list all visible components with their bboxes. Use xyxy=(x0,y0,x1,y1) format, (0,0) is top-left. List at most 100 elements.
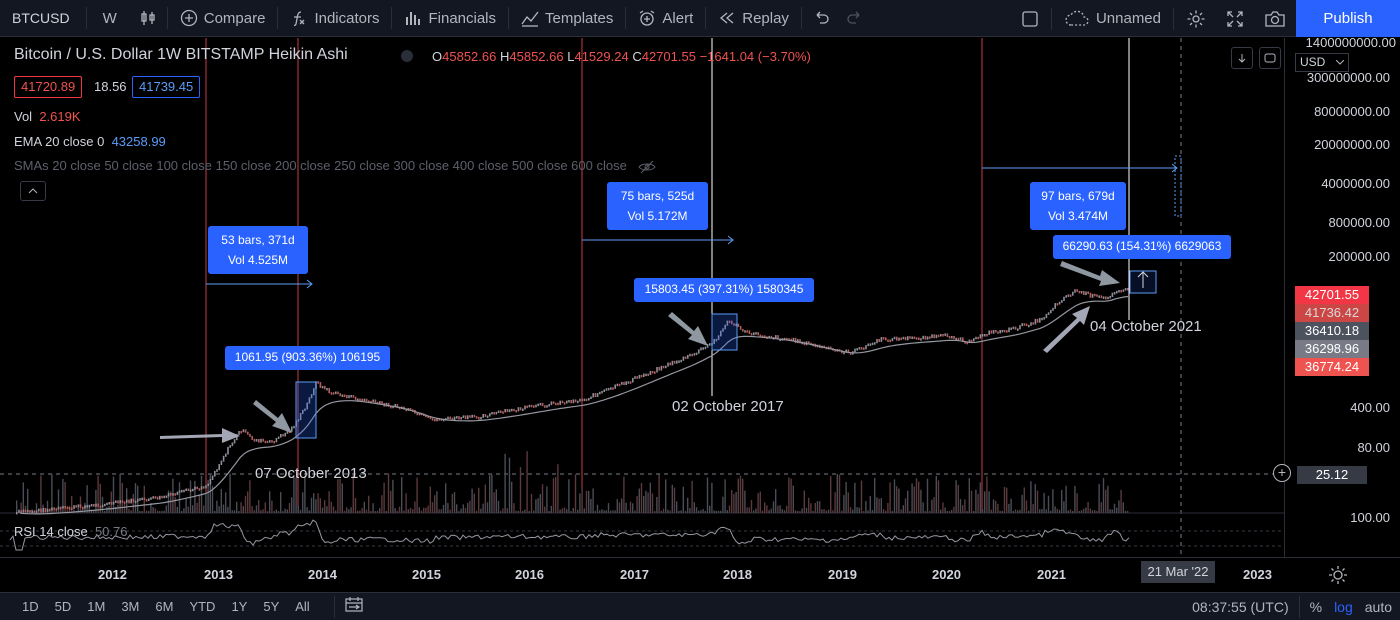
candle xyxy=(376,401,379,405)
range-6m-button[interactable]: 6M xyxy=(155,599,174,614)
volume-bar xyxy=(823,509,825,513)
candle xyxy=(436,418,438,422)
volume-bar xyxy=(436,491,438,513)
volume-bar xyxy=(192,505,194,513)
candle xyxy=(148,498,150,502)
volume-bar xyxy=(574,474,577,513)
volume-bar xyxy=(205,493,207,513)
undo-button[interactable] xyxy=(804,0,838,37)
save-layout-button[interactable]: Unnamed xyxy=(1054,0,1171,37)
replay-button[interactable]: Replay xyxy=(708,0,799,37)
chart-type-button[interactable] xyxy=(131,0,165,37)
candle xyxy=(911,336,913,339)
volume-bar xyxy=(669,510,671,513)
currency-select[interactable]: USD xyxy=(1295,53,1349,72)
price-tick: 1400000000.00 xyxy=(1305,35,1396,50)
candle xyxy=(902,336,905,340)
publish-button[interactable]: Publish xyxy=(1296,0,1400,37)
settings-button[interactable] xyxy=(1176,0,1216,37)
candle xyxy=(1127,288,1129,291)
auto-scale-toggle[interactable]: auto xyxy=(1364,599,1392,615)
templates-button[interactable]: Templates xyxy=(511,0,623,37)
visibility-dot-icon[interactable] xyxy=(400,49,414,63)
candle xyxy=(277,436,280,439)
candle xyxy=(128,499,130,504)
candle xyxy=(1083,291,1085,295)
volume-bar xyxy=(304,475,306,513)
eye-hidden-icon[interactable] xyxy=(638,160,657,174)
scroll-down-button[interactable] xyxy=(1231,47,1253,69)
volume-bar xyxy=(948,511,951,513)
volume-bar xyxy=(975,489,977,513)
candle xyxy=(1023,323,1026,326)
candle xyxy=(357,398,359,401)
fullscreen-button[interactable] xyxy=(1216,0,1254,37)
alert-button[interactable]: Alert xyxy=(628,0,703,37)
volume-bar xyxy=(610,510,612,513)
volume-bar xyxy=(711,482,713,513)
log-scale-toggle[interactable]: log xyxy=(1334,599,1353,615)
candle xyxy=(1113,292,1116,295)
candle xyxy=(508,409,511,413)
candle xyxy=(447,416,449,420)
volume-bar xyxy=(1003,486,1006,513)
range-all-button[interactable]: All xyxy=(295,599,310,614)
candle xyxy=(409,408,412,411)
sun-settings-icon[interactable] xyxy=(1328,565,1348,585)
candle xyxy=(768,335,770,339)
time-scale[interactable]: 2012 2013 2014 2015 2016 2017 2018 2019 … xyxy=(0,557,1400,592)
percent-scale-toggle[interactable]: % xyxy=(1309,599,1323,615)
snapshot-button[interactable] xyxy=(1254,0,1296,37)
chart-pane[interactable]: Bitcoin / U.S. Dollar 1W BITSTAMP Heikin… xyxy=(0,38,1284,557)
volume-bar xyxy=(170,491,172,513)
layout-toggle-button[interactable] xyxy=(1011,0,1049,37)
candle xyxy=(847,349,850,354)
time-tick: 2021 xyxy=(1037,567,1066,582)
volume-bar xyxy=(396,510,398,513)
range-5d-button[interactable]: 5D xyxy=(54,599,72,614)
volume-bar xyxy=(1096,510,1098,513)
range-3-vol: Vol 3.474M xyxy=(1047,209,1109,223)
candle xyxy=(489,413,491,417)
candle xyxy=(1036,318,1039,323)
candle xyxy=(722,328,724,332)
range-5y-button[interactable]: 5Y xyxy=(263,599,280,614)
sell-price-button[interactable]: 41720.89 xyxy=(14,76,83,98)
cloud-icon xyxy=(1065,10,1089,26)
collapse-legend-button[interactable] xyxy=(20,181,46,201)
symbol-search[interactable]: BTCUSD xyxy=(12,10,70,26)
candle xyxy=(530,404,533,408)
maximize-pane-button[interactable] xyxy=(1259,47,1281,69)
price-scale[interactable]: 1400000000.00 USD 300000000.00 80000000.… xyxy=(1273,35,1400,557)
candle xyxy=(27,510,29,513)
buy-price-button[interactable]: 41739.45 xyxy=(132,76,201,98)
indicators-button[interactable]: Indicators xyxy=(280,0,389,37)
interval-button[interactable]: W xyxy=(102,9,117,27)
goto-date-button[interactable] xyxy=(337,597,371,616)
chevron-up-icon xyxy=(28,188,38,194)
volume-bar xyxy=(803,490,805,513)
volume-bar xyxy=(592,488,594,513)
volume-bar xyxy=(187,506,189,513)
financials-button[interactable]: Financials xyxy=(394,0,506,37)
range-1m-button[interactable]: 1M xyxy=(87,599,106,614)
candle xyxy=(876,339,878,344)
range-1y-button[interactable]: 1Y xyxy=(231,599,248,614)
redo-button[interactable] xyxy=(838,0,872,37)
volume-bar xyxy=(231,510,233,513)
range-ytd-button[interactable]: YTD xyxy=(189,599,216,614)
add-price-level-button[interactable]: + xyxy=(1273,464,1291,482)
range-1d-button[interactable]: 1D xyxy=(22,599,39,614)
volume-bar xyxy=(62,478,64,513)
compare-button[interactable]: Compare xyxy=(170,0,276,37)
candle xyxy=(152,496,154,499)
volume-bar xyxy=(73,509,75,513)
candle xyxy=(568,400,570,403)
candle xyxy=(926,336,929,340)
clock[interactable]: 08:37:55 (UTC) xyxy=(1192,599,1289,615)
volume-bar xyxy=(1127,510,1129,513)
candle xyxy=(1034,318,1037,325)
range-3m-button[interactable]: 3M xyxy=(121,599,140,614)
volume-bar xyxy=(845,482,847,513)
volume-bar xyxy=(145,510,148,513)
